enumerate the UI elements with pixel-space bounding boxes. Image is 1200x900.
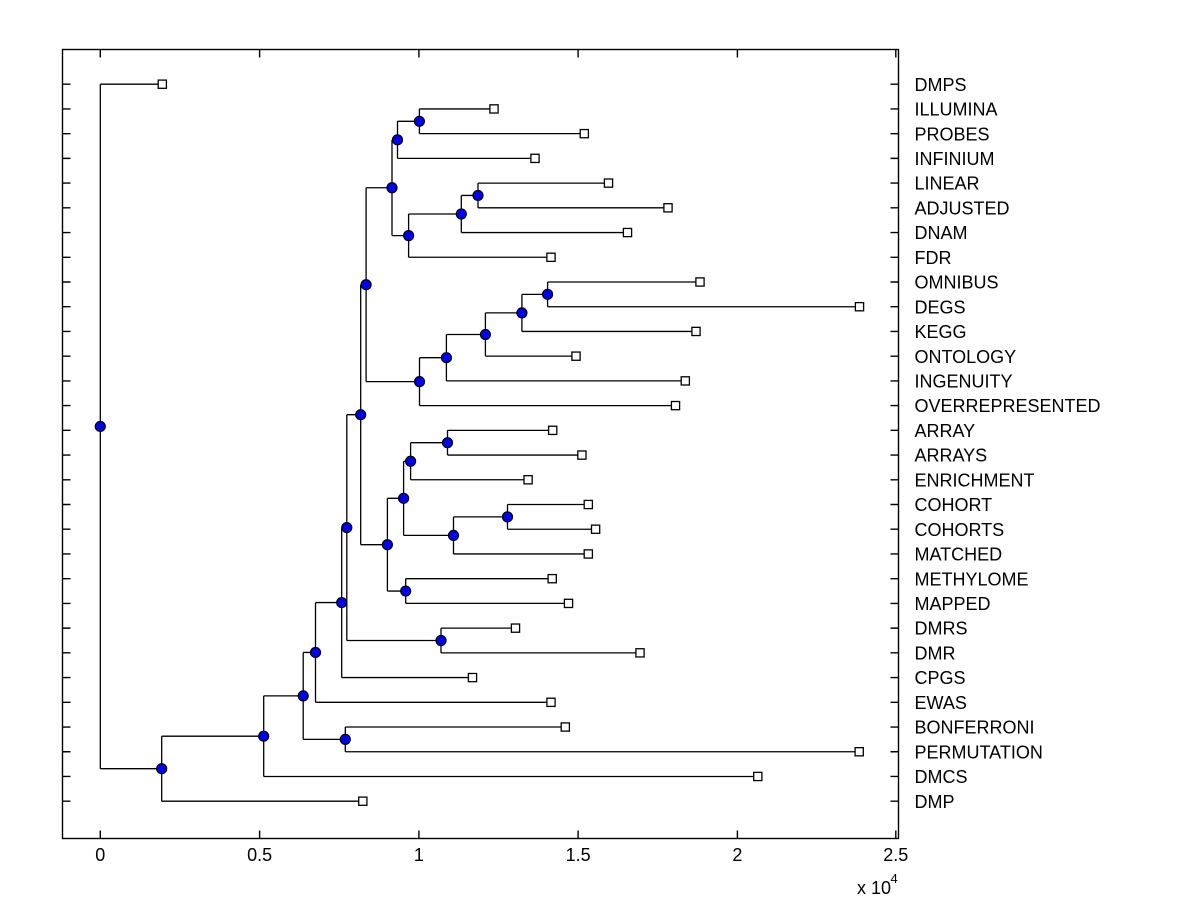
svg-text:ONTOLOGY: ONTOLOGY <box>915 347 1017 367</box>
svg-text:DEGS: DEGS <box>915 297 966 317</box>
svg-text:MATCHED: MATCHED <box>915 545 1003 565</box>
svg-text:MAPPED: MAPPED <box>915 594 991 614</box>
svg-text:1: 1 <box>414 845 424 865</box>
svg-text:CPGS: CPGS <box>915 668 966 688</box>
svg-text:PERMUTATION: PERMUTATION <box>915 742 1043 762</box>
svg-text:OVERREPRESENTED: OVERREPRESENTED <box>915 396 1101 416</box>
svg-text:2.5: 2.5 <box>883 845 908 865</box>
svg-text:COHORTS: COHORTS <box>915 520 1005 540</box>
svg-text:DMP: DMP <box>915 792 955 812</box>
svg-text:INGENUITY: INGENUITY <box>915 371 1013 391</box>
svg-text:PROBES: PROBES <box>915 124 990 144</box>
svg-text:BONFERRONI: BONFERRONI <box>915 718 1035 738</box>
svg-text:0: 0 <box>95 845 105 865</box>
svg-text:INFINIUM: INFINIUM <box>915 149 995 169</box>
svg-text:FDR: FDR <box>915 248 952 268</box>
svg-text:ILLUMINA: ILLUMINA <box>915 100 998 120</box>
svg-text:x 10: x 10 <box>857 878 891 898</box>
svg-text:2: 2 <box>732 845 742 865</box>
svg-text:0.5: 0.5 <box>247 845 272 865</box>
svg-text:METHYLOME: METHYLOME <box>915 569 1029 589</box>
svg-text:KEGG: KEGG <box>915 322 967 342</box>
svg-text:1.5: 1.5 <box>566 845 591 865</box>
svg-text:COHORT: COHORT <box>915 495 993 515</box>
svg-text:DMRS: DMRS <box>915 619 968 639</box>
svg-text:ARRAY: ARRAY <box>915 421 976 441</box>
svg-text:DMCS: DMCS <box>915 767 968 787</box>
svg-text:ARRAYS: ARRAYS <box>915 446 988 466</box>
svg-text:ADJUSTED: ADJUSTED <box>915 198 1010 218</box>
svg-text:DMPS: DMPS <box>915 75 967 95</box>
svg-text:OMNIBUS: OMNIBUS <box>915 273 999 293</box>
svg-text:EWAS: EWAS <box>915 693 967 713</box>
svg-text:LINEAR: LINEAR <box>915 174 980 194</box>
svg-text:4: 4 <box>891 871 898 886</box>
svg-text:ENRICHMENT: ENRICHMENT <box>915 470 1035 490</box>
svg-text:DMR: DMR <box>915 643 956 663</box>
svg-text:DNAM: DNAM <box>915 223 968 243</box>
